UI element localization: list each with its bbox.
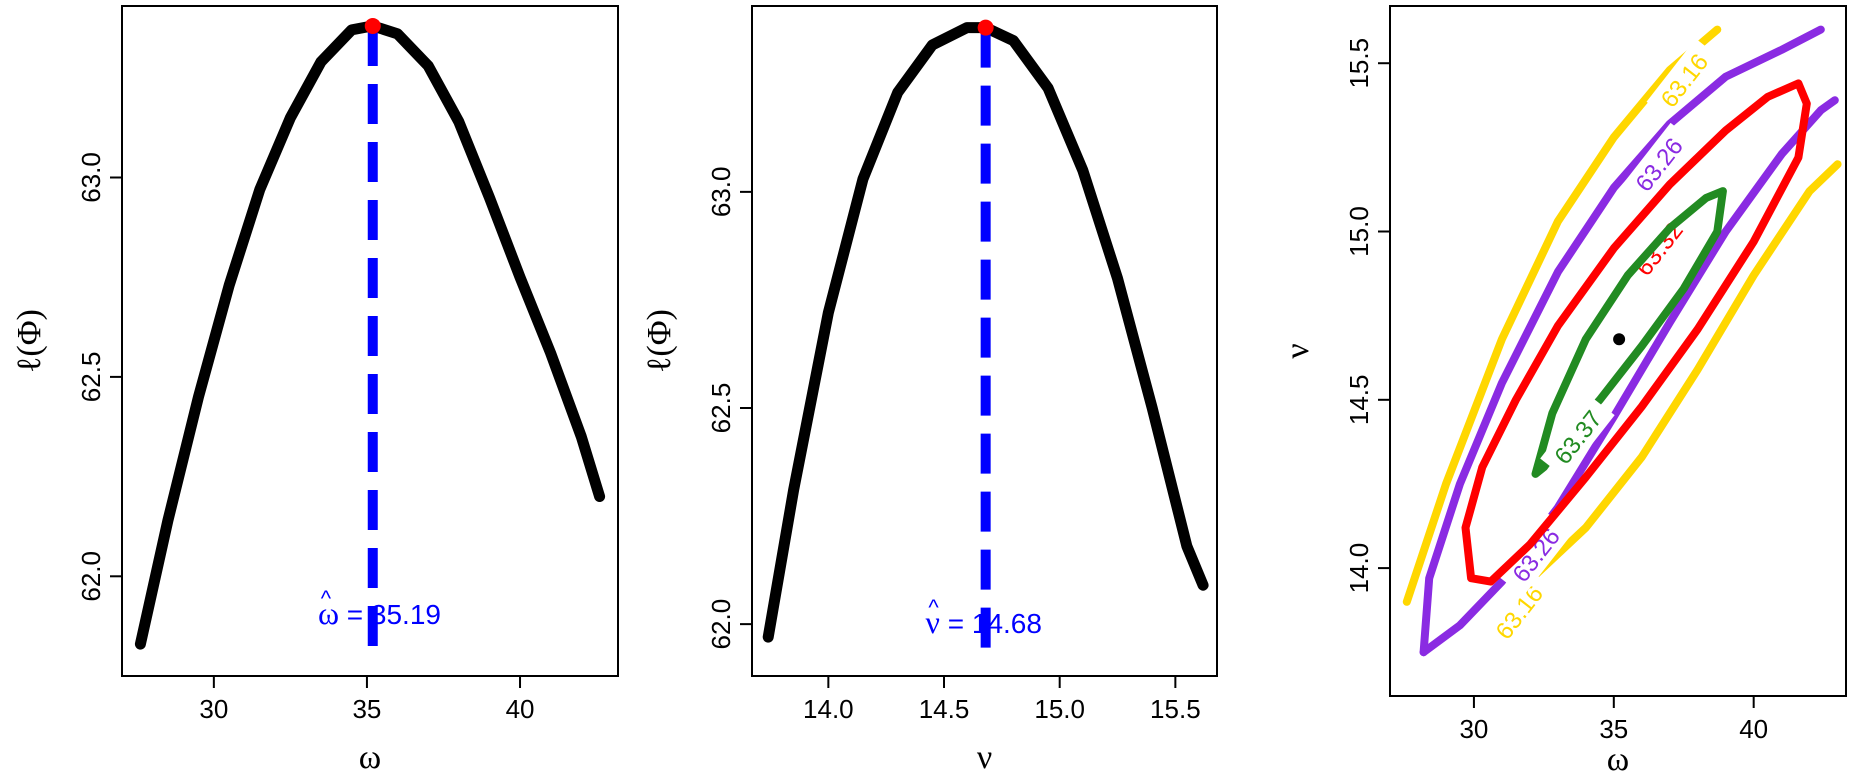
contour-label-mask <box>1646 38 1721 122</box>
x-tick-label: 14.5 <box>919 694 970 724</box>
curve-point <box>964 25 970 31</box>
mle-hat: ^ <box>321 586 332 611</box>
mle-symbol: ν <box>926 604 940 640</box>
panel-contour-omega-nu: 30 35 4014.014.515.015.5ων63.1663.1663.266… <box>1279 5 1847 778</box>
y-tick-label: 15.0 <box>1344 206 1374 257</box>
contour-line <box>1461 79 1811 586</box>
y-tick-label: 62.0 <box>706 599 736 650</box>
curve-point <box>1010 38 1016 44</box>
mle-value: = 14.68 <box>940 608 1042 639</box>
y-axis-label: ℓ(Φ) <box>11 309 48 373</box>
curve-point <box>1149 405 1155 411</box>
contour-label-mask <box>1498 513 1573 597</box>
plot-frame <box>121 5 619 677</box>
curve-point <box>548 350 554 356</box>
contour-label-mask <box>1621 122 1696 206</box>
x-axis-label: ω <box>1607 741 1629 776</box>
curve-point <box>791 487 797 493</box>
curve-point <box>578 434 584 440</box>
contour-line <box>1531 160 1842 579</box>
x-tick-label: 15.5 <box>1150 694 1201 724</box>
y-tick-label: 63.0 <box>76 152 106 203</box>
y-tick-label: 15.5 <box>1344 38 1374 89</box>
mle-point <box>364 17 381 34</box>
plot-frame <box>1389 5 1847 697</box>
curve-point <box>196 394 202 400</box>
contour-label-mask <box>1540 395 1615 479</box>
curve-point <box>318 59 324 65</box>
curve-point <box>1184 543 1190 549</box>
y-axis-label: ℓ(Φ) <box>641 309 678 373</box>
y-tick-label: 14.0 <box>1344 543 1374 594</box>
contour-line <box>1419 25 1825 657</box>
curve-point <box>137 641 143 647</box>
curve-point <box>895 89 901 95</box>
x-axis-label: ν <box>977 739 992 776</box>
curve-point <box>287 115 293 121</box>
x-tick-label: 30 <box>199 694 228 724</box>
x-tick-label: 35 <box>1599 714 1628 744</box>
x-tick-label: 30 <box>1459 714 1488 744</box>
y-tick-label: 62.5 <box>76 352 106 403</box>
curve-point <box>1080 167 1086 173</box>
curve-point <box>765 634 771 640</box>
curve-point <box>349 27 355 33</box>
contour-line <box>1402 25 1722 606</box>
panel-log-likelihood-nu: 14.0 14.5 15.0 15.5 62.0 62.5 63.0 ν ℓ(Φ) ν = 14.… <box>641 5 1218 776</box>
curve-point <box>1045 85 1051 91</box>
curve-point <box>165 517 171 523</box>
x-tick-label: 40 <box>1739 714 1768 744</box>
curve-point <box>929 42 935 48</box>
curve-point <box>825 310 831 316</box>
curve-point <box>517 274 523 280</box>
y-axis-label: ν <box>1279 343 1316 358</box>
curve-point <box>425 63 431 69</box>
curve-point <box>860 176 866 182</box>
x-axis-label: ω <box>359 739 381 776</box>
x-tick-label: 15.0 <box>1034 694 1085 724</box>
contour-label-mask <box>1621 206 1696 290</box>
mle-center-point <box>1613 333 1626 346</box>
curve-point <box>597 494 603 500</box>
mle-value: = 35.19 <box>339 599 441 630</box>
curve-point <box>395 31 401 37</box>
x-tick-label: 14.0 <box>803 694 854 724</box>
curve-point <box>456 119 462 125</box>
curve-point <box>226 282 232 288</box>
curve-point <box>486 194 492 200</box>
x-tick-label: 40 <box>506 694 535 724</box>
curve-point <box>1200 582 1206 588</box>
mle-annotation: ω = 35.19 <box>318 595 441 631</box>
mle-annotation: ν = 14.68 <box>926 604 1042 640</box>
y-tick-label: 63.0 <box>706 167 736 218</box>
x-tick-label: 35 <box>352 694 381 724</box>
y-tick-label: 14.5 <box>1344 375 1374 426</box>
mle-point <box>977 19 994 36</box>
y-tick-label: 62.0 <box>76 551 106 602</box>
plot-frame <box>751 5 1218 677</box>
y-tick-label: 62.5 <box>706 383 736 434</box>
mle-symbol: ω <box>318 595 339 631</box>
curve-point <box>257 186 263 192</box>
mle-hat: ^ <box>928 595 939 620</box>
contour-label-mask <box>1481 570 1556 654</box>
curve-point <box>1115 275 1121 281</box>
